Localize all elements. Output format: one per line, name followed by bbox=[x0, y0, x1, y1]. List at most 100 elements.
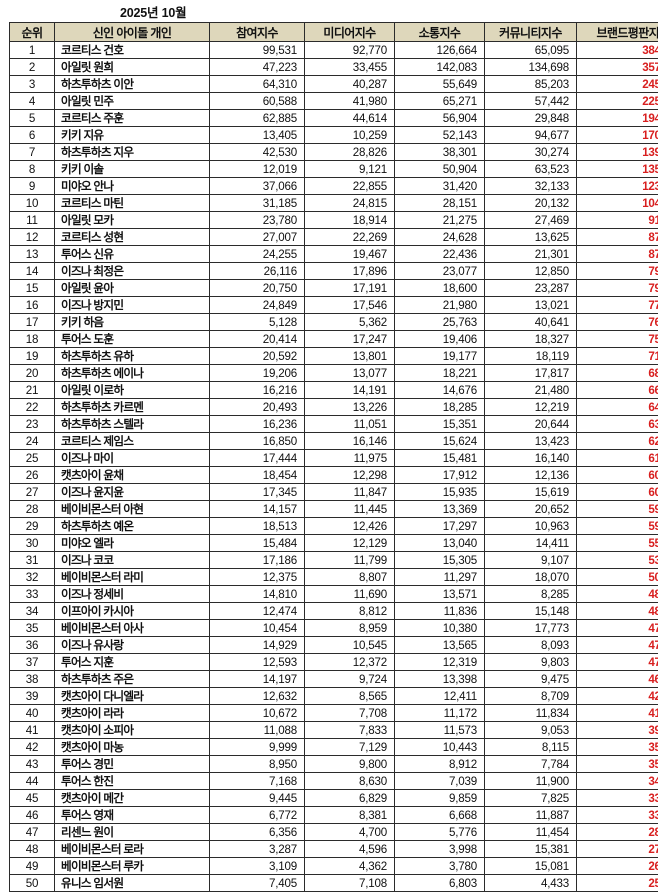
cell-brand-score: 225,281 bbox=[577, 93, 658, 110]
cell-brand-score: 384,060 bbox=[577, 42, 658, 59]
cell-brand-score: 33,958 bbox=[577, 790, 658, 807]
cell-communication: 6,668 bbox=[395, 807, 485, 824]
cell-community: 16,140 bbox=[485, 450, 577, 467]
cell-communication: 14,676 bbox=[395, 382, 485, 399]
cell-communication: 50,904 bbox=[395, 161, 485, 178]
cell-media: 4,596 bbox=[305, 841, 395, 858]
cell-participation: 14,929 bbox=[210, 637, 305, 654]
cell-media: 8,807 bbox=[305, 569, 395, 586]
cell-brand-score: 25,749 bbox=[577, 875, 658, 892]
cell-name: 하츠투하츠 이안 bbox=[55, 76, 210, 93]
cell-community: 8,093 bbox=[485, 637, 577, 654]
cell-community: 15,148 bbox=[485, 603, 577, 620]
cell-name: 캣츠아이 윤채 bbox=[55, 467, 210, 484]
cell-rank: 15 bbox=[10, 280, 55, 297]
cell-community: 11,454 bbox=[485, 824, 577, 841]
cell-community: 18,070 bbox=[485, 569, 577, 586]
cell-rank: 24 bbox=[10, 433, 55, 450]
cell-community: 27,469 bbox=[485, 212, 577, 229]
cell-media: 17,546 bbox=[305, 297, 395, 314]
cell-communication: 17,297 bbox=[395, 518, 485, 535]
cell-media: 11,799 bbox=[305, 552, 395, 569]
cell-media: 7,108 bbox=[305, 875, 395, 892]
cell-name: 하츠투하츠 주은 bbox=[55, 671, 210, 688]
cell-rank: 36 bbox=[10, 637, 55, 654]
cell-brand-score: 59,199 bbox=[577, 518, 658, 535]
cell-name: 하츠투하츠 카르멘 bbox=[55, 399, 210, 416]
cell-rank: 47 bbox=[10, 824, 55, 841]
cell-participation: 17,186 bbox=[210, 552, 305, 569]
cell-communication: 56,904 bbox=[395, 110, 485, 127]
cell-communication: 52,143 bbox=[395, 127, 485, 144]
cell-rank: 17 bbox=[10, 314, 55, 331]
cell-participation: 14,157 bbox=[210, 501, 305, 518]
cell-rank: 26 bbox=[10, 467, 55, 484]
cell-participation: 13,405 bbox=[210, 127, 305, 144]
cell-media: 5,362 bbox=[305, 314, 395, 331]
cell-media: 12,298 bbox=[305, 467, 395, 484]
cell-name: 코르티스 주훈 bbox=[55, 110, 210, 127]
cell-communication: 12,319 bbox=[395, 654, 485, 671]
cell-name: 아일릿 원희 bbox=[55, 59, 210, 76]
brand-reputation-table: 순위 신인 아이돌 개인 참여지수 미디어지수 소통지수 커뮤니티지수 브랜드평… bbox=[9, 22, 658, 892]
cell-rank: 25 bbox=[10, 450, 55, 467]
cell-communication: 11,573 bbox=[395, 722, 485, 739]
cell-media: 9,800 bbox=[305, 756, 395, 773]
cell-community: 21,301 bbox=[485, 246, 577, 263]
cell-community: 63,523 bbox=[485, 161, 577, 178]
cell-brand-score: 47,132 bbox=[577, 637, 658, 654]
cell-name: 키키 지유 bbox=[55, 127, 210, 144]
cell-community: 9,475 bbox=[485, 671, 577, 688]
cell-rank: 39 bbox=[10, 688, 55, 705]
cell-brand-score: 76,894 bbox=[577, 314, 658, 331]
cell-brand-score: 357,459 bbox=[577, 59, 658, 76]
cell-communication: 17,912 bbox=[395, 467, 485, 484]
cell-brand-score: 245,449 bbox=[577, 76, 658, 93]
cell-participation: 10,672 bbox=[210, 705, 305, 722]
cell-participation: 16,236 bbox=[210, 416, 305, 433]
cell-community: 8,285 bbox=[485, 586, 577, 603]
cell-community: 7,825 bbox=[485, 790, 577, 807]
cell-brand-score: 47,566 bbox=[577, 620, 658, 637]
cell-name: 베이비몬스터 로라 bbox=[55, 841, 210, 858]
cell-brand-score: 68,321 bbox=[577, 365, 658, 382]
cell-media: 13,077 bbox=[305, 365, 395, 382]
cell-community: 57,442 bbox=[485, 93, 577, 110]
cell-communication: 11,836 bbox=[395, 603, 485, 620]
cell-brand-score: 28,286 bbox=[577, 824, 658, 841]
cell-communication: 24,628 bbox=[395, 229, 485, 246]
cell-communication: 7,039 bbox=[395, 773, 485, 790]
cell-community: 21,480 bbox=[485, 382, 577, 399]
cell-rank: 34 bbox=[10, 603, 55, 620]
cell-participation: 24,849 bbox=[210, 297, 305, 314]
cell-community: 13,625 bbox=[485, 229, 577, 246]
cell-rank: 5 bbox=[10, 110, 55, 127]
cell-media: 17,191 bbox=[305, 280, 395, 297]
cell-community: 12,136 bbox=[485, 467, 577, 484]
cell-participation: 20,493 bbox=[210, 399, 305, 416]
cell-name: 이즈나 마이 bbox=[55, 450, 210, 467]
cell-media: 7,833 bbox=[305, 722, 395, 739]
cell-communication: 18,600 bbox=[395, 280, 485, 297]
cell-name: 이즈나 유사랑 bbox=[55, 637, 210, 654]
cell-communication: 21,275 bbox=[395, 212, 485, 229]
cell-rank: 27 bbox=[10, 484, 55, 501]
cell-brand-score: 55,064 bbox=[577, 535, 658, 552]
